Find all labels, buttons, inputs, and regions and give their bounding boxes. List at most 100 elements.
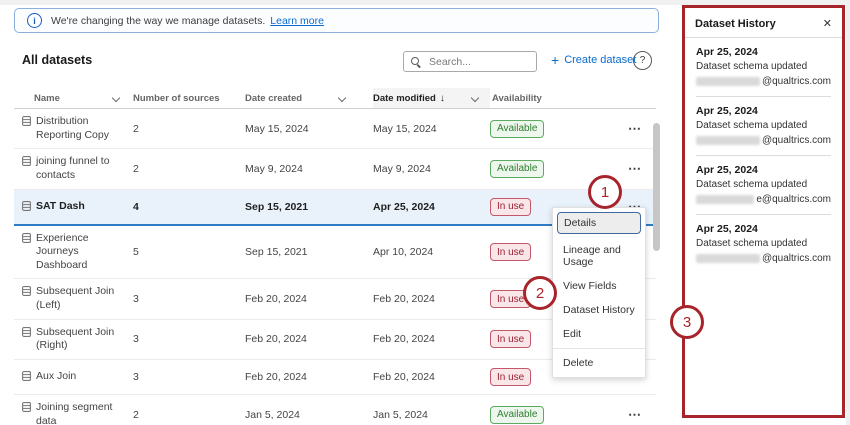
- chevron-down-icon[interactable]: [111, 93, 121, 103]
- dataset-name-cell: Distribution Reporting Copy: [14, 109, 133, 148]
- table-row[interactable]: Joining segment data 2 Jan 5, 2024 Jan 5…: [14, 395, 656, 425]
- sources-cell: 3: [133, 371, 139, 384]
- table-row[interactable]: Distribution Reporting Copy 2 May 15, 20…: [14, 109, 656, 150]
- column-header-created[interactable]: Date created: [245, 93, 373, 104]
- dataset-name: Subsequent Join (Right): [36, 325, 115, 352]
- sources-cell: 2: [133, 408, 139, 421]
- dataset-name: Joining segment data: [36, 401, 113, 425]
- date-created-cell: Feb 20, 2024: [245, 293, 307, 306]
- history-date: Apr 25, 2024: [696, 105, 758, 117]
- redacted-email-block: [696, 136, 760, 145]
- dataset-name-cell: Aux Join: [14, 364, 133, 390]
- annotation-circle-1: 1: [588, 175, 622, 209]
- status-badge: Available: [490, 119, 545, 138]
- status-badge: In use: [490, 197, 532, 216]
- status-badge: In use: [490, 368, 532, 387]
- history-entry: Apr 25, 2024 Dataset schema updated e@qu…: [696, 156, 831, 215]
- redacted-email-block: [696, 195, 755, 204]
- date-modified-cell: May 9, 2024: [373, 162, 431, 175]
- history-entries: Apr 25, 2024 Dataset schema updated @qua…: [685, 38, 842, 273]
- dataset-name-cell: Subsequent Join (Left): [14, 279, 133, 318]
- dataset-name: Subsequent Join (Left): [36, 285, 115, 312]
- dataset-name: Distribution Reporting Copy: [36, 115, 109, 141]
- menu-divider: [553, 348, 645, 349]
- dataset-name-cell: Subsequent Join (Right): [14, 320, 133, 359]
- history-email: @qualtrics.com: [696, 253, 831, 264]
- date-modified-cell: Apr 25, 2024: [373, 200, 435, 213]
- menu-item-lineage-and-usage[interactable]: Lineage and Usage: [563, 244, 621, 268]
- page-edge: [846, 0, 850, 425]
- date-created-cell: Sep 15, 2021: [245, 246, 308, 259]
- table-header: Name Number of sources Date created Date…: [14, 88, 656, 109]
- menu-item-details[interactable]: Details: [557, 212, 641, 234]
- table-row[interactable]: Aux Join 3 Feb 20, 2024 Feb 20, 2024 In …: [14, 360, 656, 396]
- dataset-icon: [22, 232, 31, 243]
- column-label: Number of sources: [133, 92, 220, 104]
- annotation-circle-2: 2: [523, 276, 557, 310]
- dataset-history-panel: Dataset History ✕ Apr 25, 2024 Dataset s…: [682, 5, 845, 418]
- column-header-name[interactable]: Name: [14, 93, 133, 104]
- date-created-cell: Feb 20, 2024: [245, 333, 307, 346]
- availability-cell: In use: [490, 290, 614, 309]
- column-header-availability[interactable]: Availability: [490, 93, 614, 104]
- help-button[interactable]: ?: [633, 51, 652, 70]
- row-context-menu: Details Lineage and Usage View Fields Datas…: [552, 207, 646, 378]
- status-badge: Available: [490, 159, 545, 178]
- history-email: e@qualtrics.com: [696, 194, 831, 205]
- annotation-circle-3: 3: [670, 305, 704, 339]
- dataset-icon: [22, 286, 31, 297]
- plus-icon: +: [551, 51, 560, 68]
- column-header-modified[interactable]: Date modified ↓: [373, 88, 490, 108]
- dataset-icon: [22, 326, 31, 337]
- email-suffix: @qualtrics.com: [761, 253, 831, 264]
- date-created-cell: May 9, 2024: [245, 162, 303, 175]
- availability-cell: In use: [490, 368, 614, 387]
- menu-item-delete[interactable]: Delete: [563, 357, 594, 369]
- date-modified-cell: May 15, 2024: [373, 122, 437, 135]
- menu-item-edit[interactable]: Edit: [563, 328, 582, 340]
- vertical-scrollbar[interactable]: [653, 123, 660, 251]
- date-created-cell: Sep 15, 2021: [245, 200, 309, 213]
- dataset-icon: [22, 371, 31, 382]
- table-row[interactable]: joining funnel to contacts 2 May 9, 2024…: [14, 149, 656, 190]
- table-row[interactable]: SAT Dash 4 Sep 15, 2021 Apr 25, 2024 In …: [14, 189, 656, 226]
- availability-cell: In use: [490, 197, 614, 216]
- dataset-name-cell: Experience Journeys Dashboard: [14, 226, 133, 279]
- dataset-icon: [22, 116, 31, 126]
- chevron-down-icon[interactable]: [337, 93, 347, 103]
- close-icon[interactable]: ✕: [822, 18, 832, 30]
- date-created-cell: Feb 20, 2024: [245, 371, 307, 384]
- learn-more-link[interactable]: Learn more: [270, 14, 324, 27]
- table-row[interactable]: Experience Journeys Dashboard 5 Sep 15, …: [14, 226, 656, 280]
- table-row[interactable]: Subsequent Join (Right) 3 Feb 20, 2024 F…: [14, 320, 656, 361]
- availability-cell: In use: [490, 243, 614, 262]
- email-suffix: @qualtrics.com: [761, 76, 831, 87]
- row-actions-button[interactable]: ⋯: [628, 160, 642, 176]
- row-actions-button[interactable]: ⋯: [628, 406, 642, 422]
- info-icon: i: [27, 13, 42, 28]
- row-actions-button[interactable]: ⋯: [628, 120, 642, 136]
- sources-cell: 5: [133, 246, 139, 259]
- status-badge: In use: [490, 330, 532, 349]
- column-label: Name: [34, 92, 60, 104]
- sources-cell: 2: [133, 122, 139, 135]
- search-input[interactable]: [427, 54, 531, 69]
- create-dataset-label: Create dataset: [564, 54, 637, 66]
- menu-item-view-fields[interactable]: View Fields: [563, 280, 617, 292]
- history-date: Apr 25, 2024: [696, 46, 758, 58]
- availability-cell: Available: [490, 405, 614, 424]
- sources-cell: 3: [133, 293, 139, 306]
- page-title: All datasets: [22, 53, 93, 67]
- column-header-sources[interactable]: Number of sources: [133, 93, 245, 104]
- chevron-down-icon[interactable]: [470, 93, 480, 103]
- sources-cell: 2: [133, 162, 139, 175]
- dataset-name: Experience Journeys Dashboard: [36, 231, 89, 271]
- history-entry: Apr 25, 2024 Dataset schema updated @qua…: [696, 215, 831, 273]
- search-box[interactable]: [403, 51, 537, 72]
- history-action: Dataset schema updated: [696, 179, 808, 190]
- menu-item-dataset-history[interactable]: Dataset History: [563, 304, 635, 316]
- create-dataset-button[interactable]: + Create dataset: [551, 51, 637, 68]
- status-badge: Available: [490, 405, 545, 424]
- announcement-banner: i We're changing the way we manage datas…: [14, 8, 659, 33]
- dataset-name: SAT Dash: [36, 199, 85, 212]
